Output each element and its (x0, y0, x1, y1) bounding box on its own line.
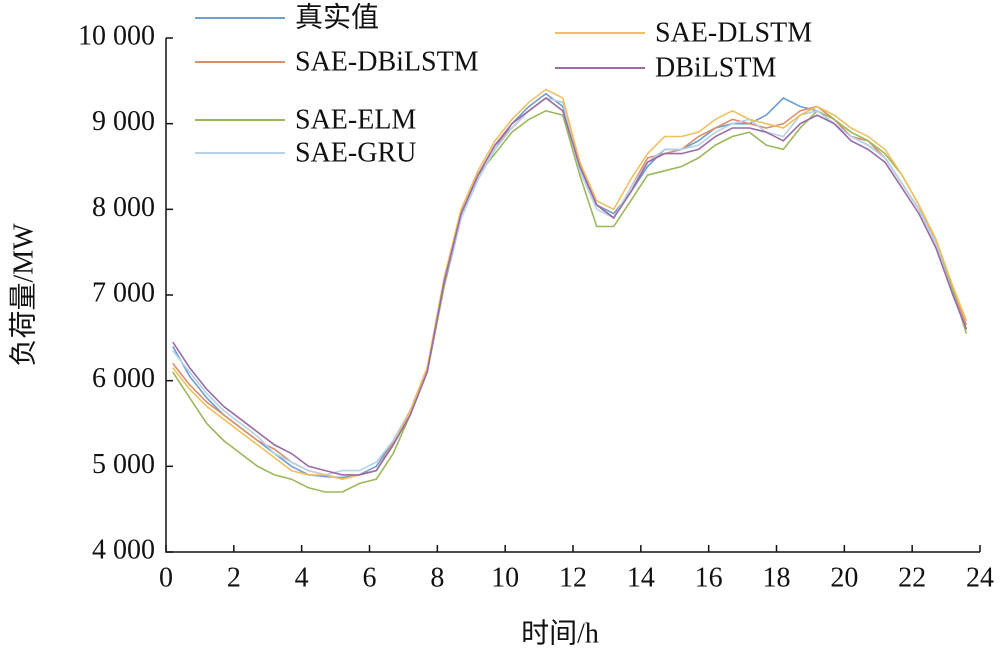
series-line (172, 96, 968, 476)
x-tick-label: 16 (695, 562, 723, 593)
series-line (172, 88, 968, 481)
x-tick-label: 20 (830, 562, 858, 593)
y-axis-label: 负荷量/MW (7, 223, 39, 367)
x-tick-label: 22 (898, 562, 926, 593)
legend-label: SAE-DBiLSTM (295, 46, 479, 77)
series-line (172, 97, 968, 476)
x-axis-label: 时间/h (521, 617, 599, 649)
legend-label: DBiLSTM (655, 52, 776, 83)
x-tick-label: 24 (966, 562, 994, 593)
x-tick-label: 6 (363, 562, 377, 593)
series-line (172, 97, 968, 481)
legend-label: SAE-ELM (295, 104, 416, 135)
y-tick-label: 10 000 (78, 20, 155, 51)
axis-frame (165, 38, 980, 553)
y-tick-label: 5 000 (92, 449, 155, 480)
x-tick-label: 4 (295, 562, 309, 593)
y-tick-label: 4 000 (92, 534, 155, 565)
x-tick-label: 8 (430, 562, 444, 593)
x-tick-label: 2 (227, 562, 241, 593)
x-tick-label: 10 (491, 562, 519, 593)
x-tick-label: 14 (627, 562, 655, 593)
y-tick-label: 8 000 (92, 192, 155, 223)
y-tick-label: 6 000 (92, 363, 155, 394)
legend-label: SAE-GRU (295, 137, 416, 168)
series-line (172, 109, 968, 493)
legend-label: SAE-DLSTM (655, 17, 812, 48)
x-tick-label: 12 (559, 562, 587, 593)
x-tick-label: 0 (159, 562, 173, 593)
legend-label: 真实值 (295, 1, 379, 33)
x-tick-label: 18 (763, 562, 791, 593)
y-tick-label: 9 000 (92, 106, 155, 137)
series-line (172, 92, 968, 479)
y-tick-label: 7 000 (92, 277, 155, 308)
